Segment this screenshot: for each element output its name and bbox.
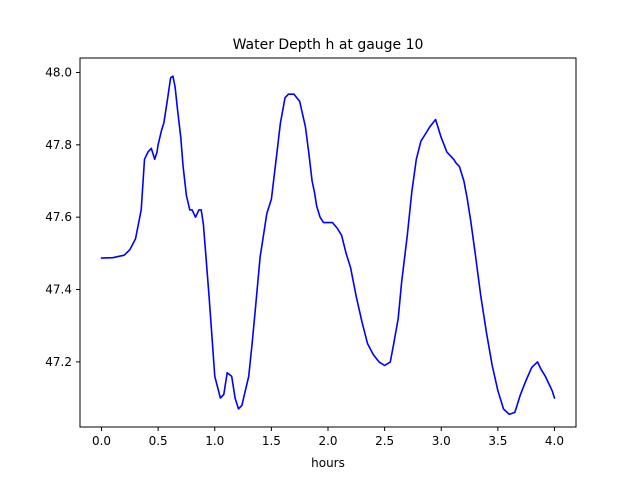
x-tick-label: 2.0 [318,434,337,448]
series-line-0 [100,75,556,416]
y-tick-label: 47.2 [45,355,72,369]
x-tick-label: 0.0 [92,434,111,448]
y-tick-label: 47.8 [45,138,72,152]
x-tick-label: 1.0 [205,434,224,448]
x-axis-ticks: 0.0 0.5 1.0 1.5 2.0 2.5 3.0 3.5 4.0 [92,427,564,448]
x-tick-label: 0.5 [149,434,168,448]
x-tick-label: 3.0 [432,434,451,448]
y-tick-label: 47.6 [45,210,72,224]
y-axis-ticks: 47.2 47.4 47.6 47.8 48.0 [45,65,80,369]
x-tick-label: 1.5 [262,434,281,448]
y-tick-label: 47.4 [45,283,72,297]
x-axis-label: hours [311,456,345,470]
x-tick-label: 4.0 [545,434,564,448]
plot-layer [100,75,556,416]
y-tick-label: 48.0 [45,65,72,79]
chart-title: Water Depth h at gauge 10 [233,37,424,53]
x-tick-label: 3.5 [488,434,507,448]
x-tick-label: 2.5 [375,434,394,448]
